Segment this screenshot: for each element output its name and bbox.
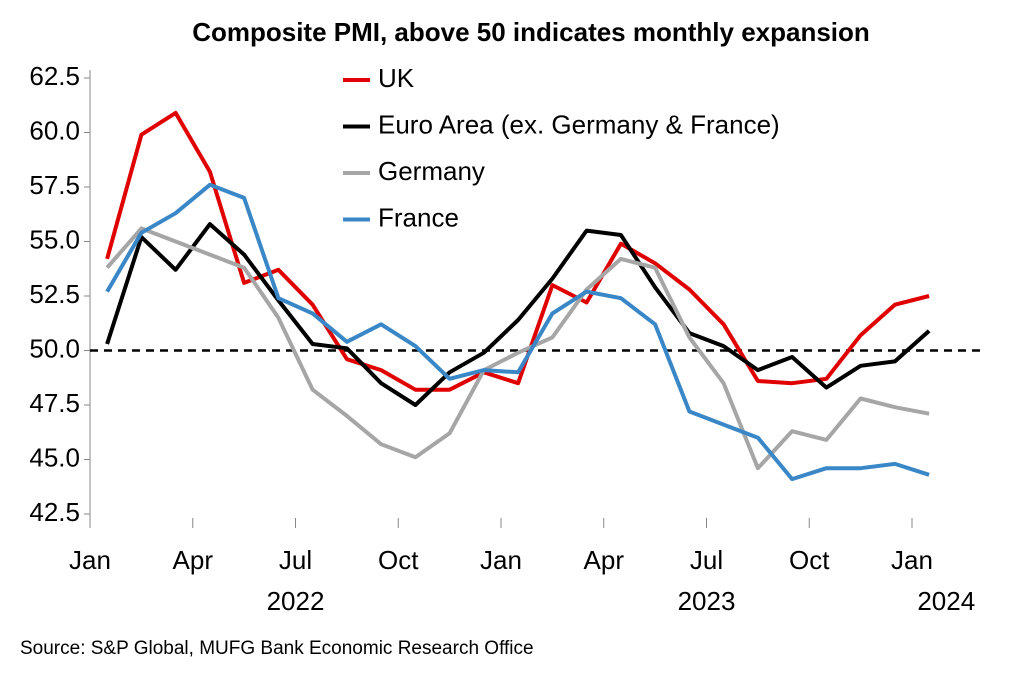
x-tick-label: Apr	[173, 545, 214, 575]
x-tick-label: Jul	[690, 545, 723, 575]
y-tick-label: 42.5	[29, 497, 80, 527]
y-tick-label: 62.5	[29, 61, 80, 91]
x-year-label: 2024	[917, 586, 975, 616]
series-line	[105, 182, 930, 482]
y-tick-label: 60.0	[29, 115, 80, 145]
y-tick-label: 47.5	[29, 388, 80, 418]
y-tick-label: 52.5	[29, 279, 80, 309]
legend-label: Euro Area (ex. Germany & France)	[378, 109, 780, 139]
x-tick-label: Jan	[891, 545, 933, 575]
x-tick-label: Apr	[584, 545, 625, 575]
legend-label: France	[378, 202, 459, 232]
chart-title: Composite PMI, above 50 indicates monthl…	[192, 17, 870, 47]
x-tick-label: Jul	[279, 545, 312, 575]
x-year-label: 2023	[678, 586, 736, 616]
legend-label: UK	[378, 63, 415, 93]
x-tick-label: Oct	[789, 545, 830, 575]
series-line	[105, 110, 930, 392]
series-line	[105, 222, 931, 407]
y-tick-label: 45.0	[29, 442, 80, 472]
y-tick-label: 57.5	[29, 170, 80, 200]
x-tick-label: Jan	[69, 545, 111, 575]
legend-label: Germany	[378, 156, 485, 186]
source-note: Source: S&P Global, MUFG Bank Economic R…	[20, 638, 534, 659]
x-tick-label: Oct	[378, 545, 419, 575]
x-tick-label: Jan	[480, 545, 522, 575]
series-line	[105, 226, 930, 471]
y-tick-label: 55.0	[29, 224, 80, 254]
y-tick-label: 50.0	[29, 333, 80, 363]
x-year-label: 2022	[267, 586, 325, 616]
